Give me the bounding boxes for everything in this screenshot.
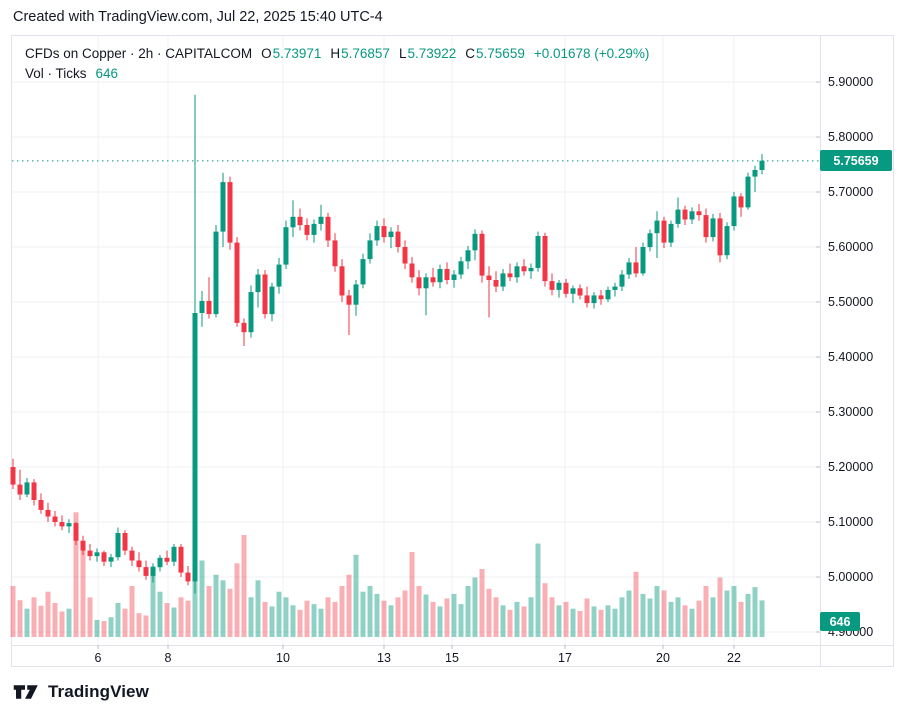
price-axis-label: 5.00000 — [828, 570, 874, 584]
volume-value: 646 — [95, 66, 119, 81]
price-axis-separator — [820, 35, 821, 667]
low-value: 5.73922 — [407, 46, 457, 61]
tv-brand-text: TradingView — [48, 682, 149, 701]
price-axis-label: 5.30000 — [828, 405, 874, 419]
legend-symbol-row: CFDs on Copper · 2h · CAPITALCOM O 5.7397… — [25, 44, 649, 64]
change-value: +0.01678 (+0.29%) — [533, 46, 650, 61]
low-label: L — [398, 46, 407, 61]
close-value: 5.75659 — [476, 46, 525, 61]
time-axis-label: 6 — [94, 651, 102, 665]
tradingview-logo: TradingView — [13, 682, 149, 702]
price-axis-label: 5.10000 — [828, 515, 874, 529]
time-axis-label: 22 — [727, 651, 741, 665]
attribution-text: Created with TradingView.com, Jul 22, 20… — [13, 9, 383, 25]
low-pair: L 5.73922 — [399, 44, 456, 64]
chart-frame — [11, 35, 894, 667]
current-price-badge: 5.75659 — [820, 150, 892, 172]
time-axis-separator — [11, 645, 894, 646]
open-label: O — [261, 46, 272, 61]
legend-volume-row: Vol · Ticks 646 — [25, 64, 649, 84]
time-axis-label: 20 — [656, 651, 670, 665]
price-axis-label: 5.80000 — [828, 130, 874, 144]
price-axis-label: 5.20000 — [828, 460, 874, 474]
time-axis-label: 10 — [276, 651, 290, 665]
chart-legend: CFDs on Copper · 2h · CAPITALCOM O 5.7397… — [25, 44, 649, 84]
high-value: 5.76857 — [341, 46, 390, 61]
symbol-title: CFDs on Copper · 2h · CAPITALCOM — [25, 46, 253, 61]
volume-badge: 646 — [820, 612, 860, 631]
price-axis-label: 5.40000 — [828, 350, 874, 364]
volume-label: Vol · Ticks — [25, 66, 87, 81]
open-value: 5.73971 — [272, 46, 322, 61]
price-axis-label: 5.70000 — [828, 185, 874, 199]
open-pair: O 5.73971 — [261, 44, 321, 64]
close-label: C — [465, 46, 476, 61]
close-pair: C 5.75659 — [465, 44, 525, 64]
time-axis-label: 8 — [164, 651, 172, 665]
price-axis-label: 5.60000 — [828, 240, 874, 254]
time-axis-label: 17 — [558, 651, 572, 665]
time-axis-label: 13 — [377, 651, 391, 665]
price-axis-label: 5.90000 — [828, 75, 874, 89]
tv-logo-icon — [13, 685, 38, 699]
time-axis-label: 15 — [445, 651, 459, 665]
high-pair: H 5.76857 — [330, 44, 390, 64]
high-label: H — [330, 46, 341, 61]
price-axis-label: 5.50000 — [828, 295, 874, 309]
